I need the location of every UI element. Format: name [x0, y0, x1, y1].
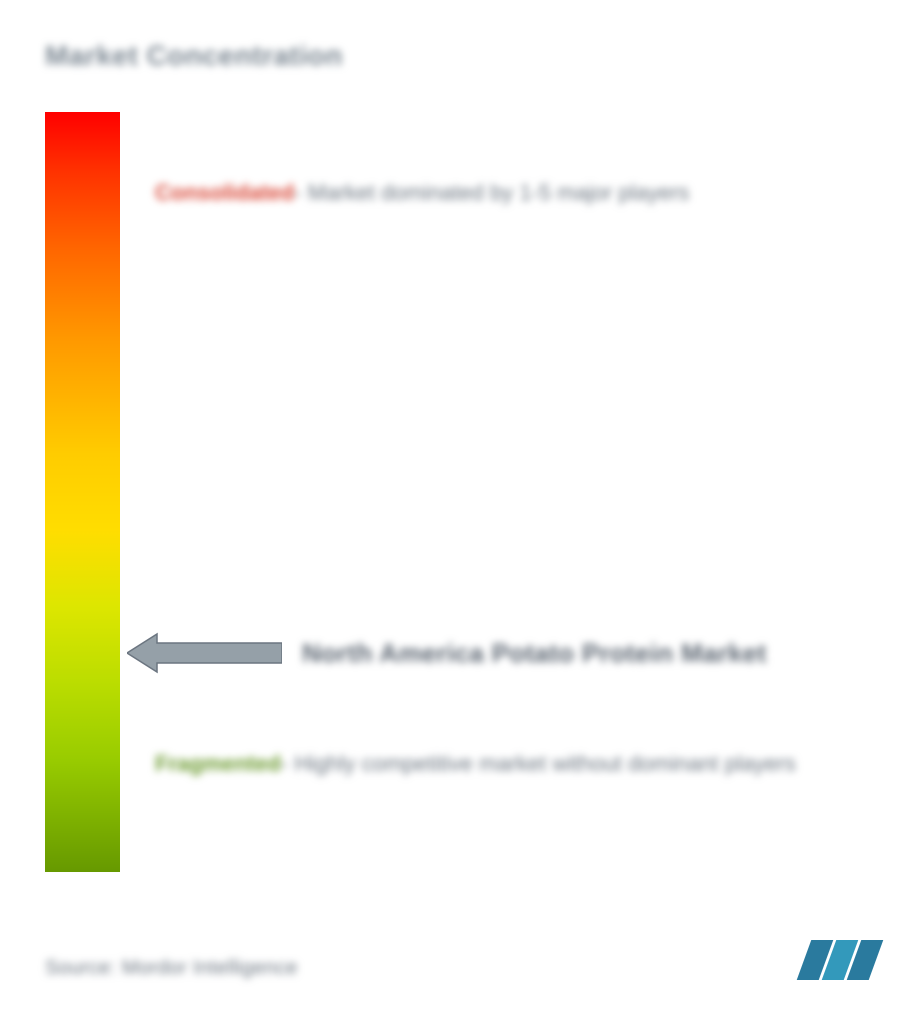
market-name: North America Potato Protein Market — [302, 638, 767, 669]
mordor-logo-icon — [804, 940, 876, 980]
footer: Source: Mordor Intelligence — [45, 940, 876, 980]
fragmented-label: Fragmented- Highly competitive market wi… — [155, 744, 796, 785]
consolidated-description: - Market dominated by 1-5 major players — [294, 180, 689, 205]
consolidated-term: Consolidated — [155, 180, 294, 205]
chart-title: Market Concentration — [45, 40, 876, 72]
content-area: Consolidated- Market dominated by 1-5 ma… — [45, 112, 876, 912]
concentration-gradient-scale — [45, 112, 120, 872]
market-concentration-diagram: Market Concentration Consolidated- Marke… — [0, 0, 921, 1010]
source-attribution: Source: Mordor Intelligence — [45, 957, 298, 980]
fragmented-description: - Highly competitive market without domi… — [281, 751, 796, 776]
position-arrow-icon — [127, 632, 282, 674]
consolidated-label: Consolidated- Market dominated by 1-5 ma… — [155, 180, 689, 206]
market-position-indicator: North America Potato Protein Market — [127, 632, 767, 674]
fragmented-term: Fragmented — [155, 751, 281, 776]
